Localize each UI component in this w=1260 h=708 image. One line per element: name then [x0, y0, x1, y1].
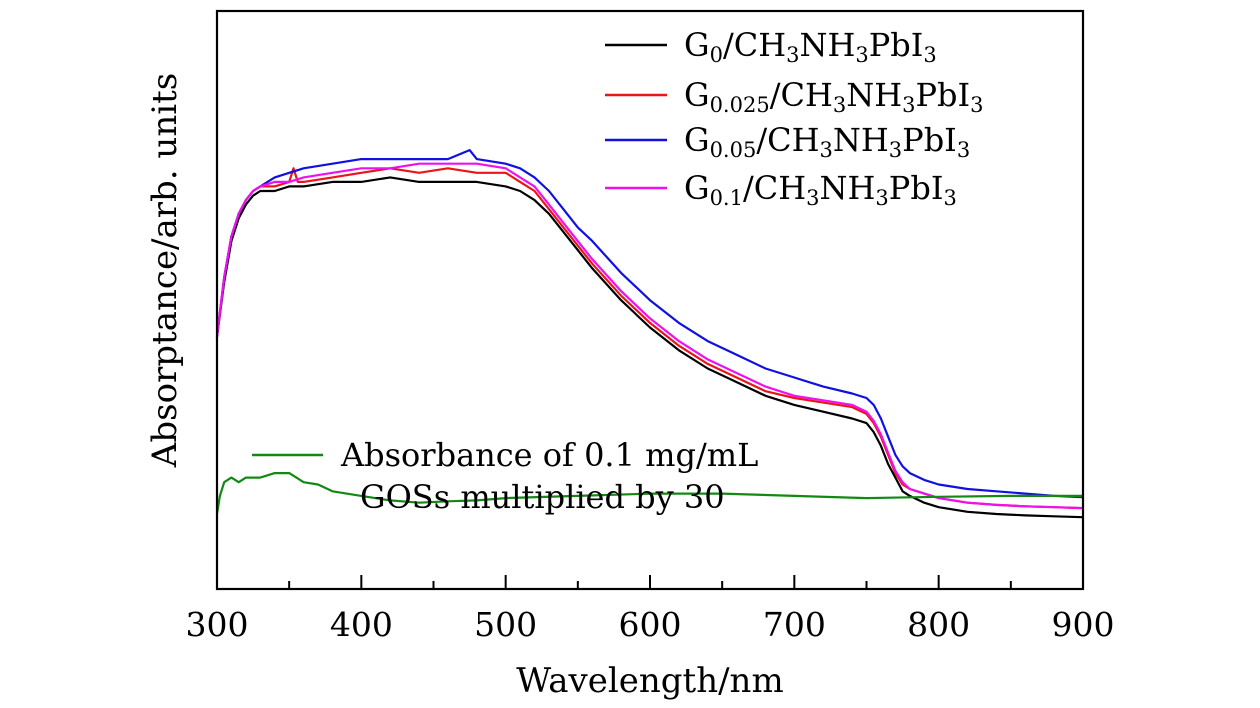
x-tick-label: 500 [474, 605, 537, 644]
series-line-2 [215, 149, 1084, 499]
x-tick-label: 400 [330, 605, 393, 644]
annotation: Absorbance of 0.1 mg/mL GOSs multiplied b… [252, 436, 758, 516]
series-line-3 [215, 162, 1084, 510]
x-axis-ticks [216, 575, 1084, 589]
legend-label-2: G0.05/CH3NH3PbI3 [684, 121, 970, 162]
y-axis-label: Absorptance/arb. units [145, 73, 185, 468]
series-line-4 [215, 472, 1083, 515]
x-tick-label: 800 [907, 605, 970, 644]
annotation-line-2: GOSs multiplied by 30 [360, 478, 725, 516]
annotation-line-1: Absorbance of 0.1 mg/mL [340, 436, 758, 474]
legend-label-3: G0.1/CH3NH3PbI3 [684, 169, 957, 210]
series-layer [215, 149, 1084, 519]
x-tick-label: 300 [186, 605, 249, 644]
legend-label-1: G0.025/CH3NH3PbI3 [684, 76, 984, 117]
x-tick-label: 600 [619, 605, 682, 644]
legend-label-0: G0/CH3NH3PbI3 [684, 26, 937, 67]
x-tick-label: 700 [763, 605, 826, 644]
legend: G0/CH3NH3PbI3 G0.025/CH3NH3PbI3G0.05/CH3N… [605, 26, 984, 210]
x-axis-tick-labels: 300 400 500 600 700 800 900 [186, 605, 1115, 644]
series-line-0 [215, 176, 1084, 519]
x-tick-label: 900 [1052, 605, 1115, 644]
x-axis-label: Wavelength/nm [516, 661, 783, 701]
